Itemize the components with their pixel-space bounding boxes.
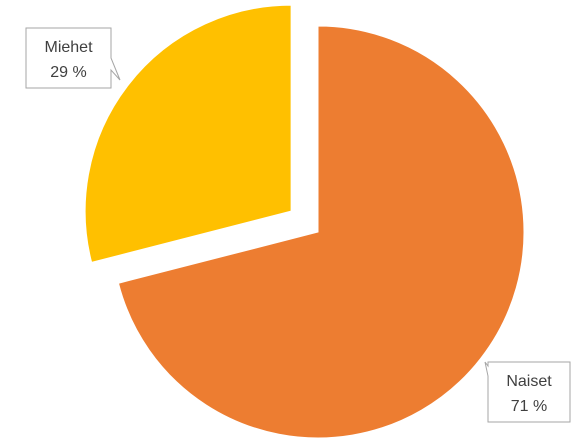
- label-callout-box: [484, 361, 571, 423]
- label-callout-box: [25, 27, 121, 89]
- label-percentage: 71 %: [511, 398, 547, 415]
- labels-layer: Naiset 71 % Miehet 29 %: [25, 27, 571, 423]
- label-category-name: Miehet: [44, 39, 93, 56]
- data-label-naiset: Naiset 71 %: [484, 361, 571, 423]
- pie-slice-miehet: [84, 4, 292, 263]
- pie-slice-naiset: [117, 25, 525, 439]
- label-category-name: Naiset: [506, 373, 552, 390]
- data-label-miehet: Miehet 29 %: [25, 27, 121, 89]
- slices-layer: [84, 4, 525, 439]
- label-percentage: 29 %: [50, 64, 86, 81]
